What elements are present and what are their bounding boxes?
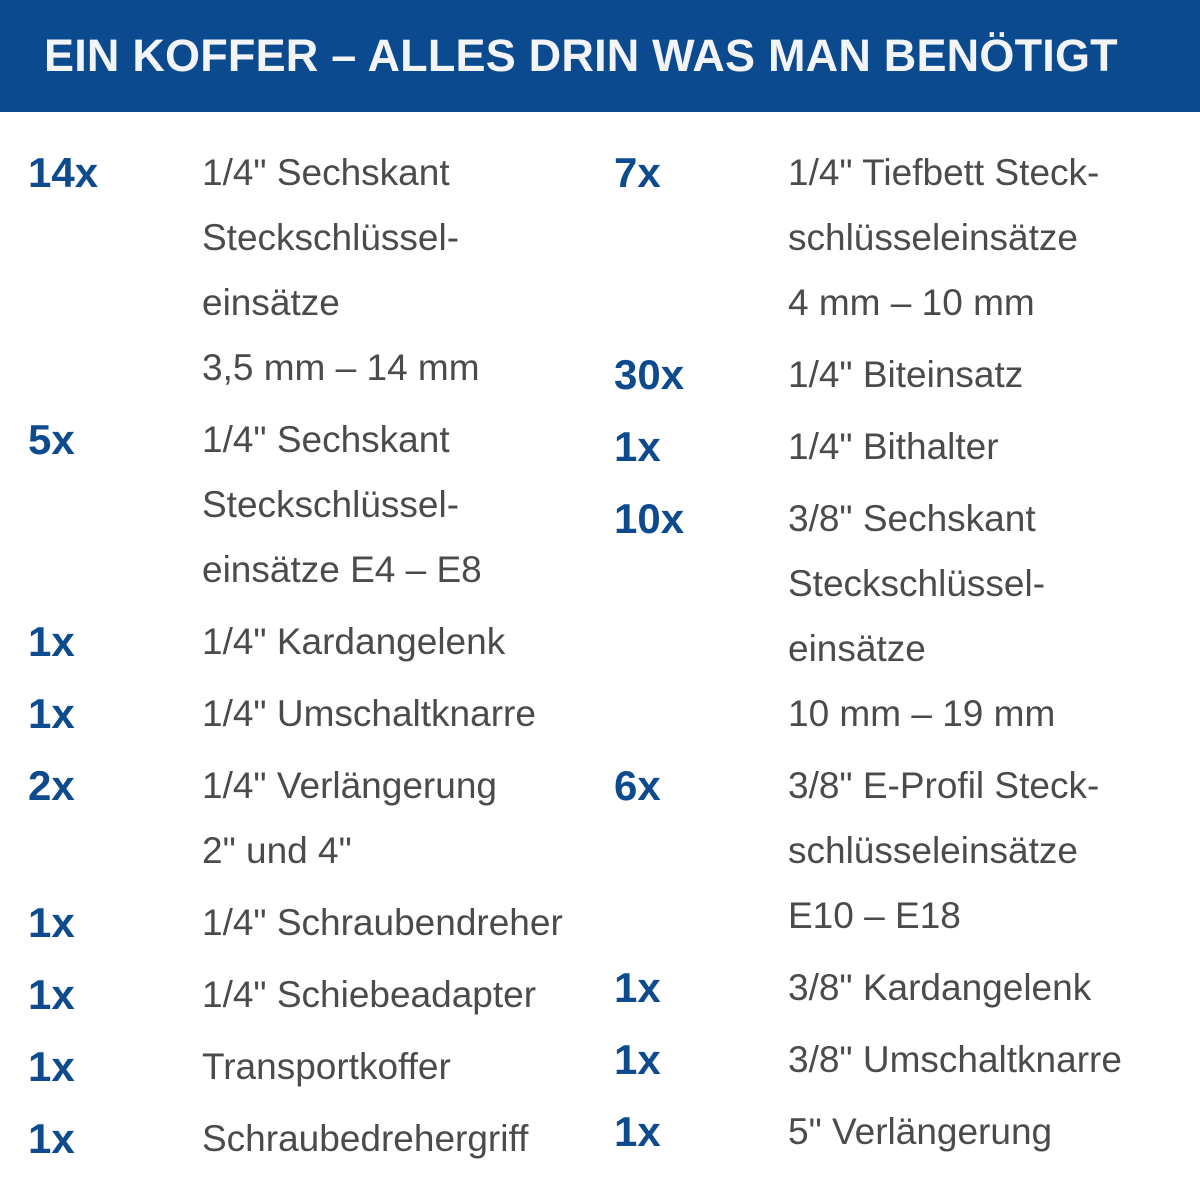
- quantity: 1x: [614, 423, 661, 470]
- description-line: Schraubedrehergriff: [202, 1118, 529, 1159]
- description-line: 5" Verlängerung: [788, 1111, 1053, 1152]
- description-line: einsätze E4 – E8: [202, 549, 482, 590]
- description-line: 1/4" Schraubendreher: [202, 902, 563, 943]
- description-line: 1/4" Schiebeadapter: [202, 974, 537, 1015]
- quantity: 1x: [28, 1115, 75, 1162]
- description: 3/8" Kardangelenk: [788, 955, 1091, 1020]
- description: 3/8" E-Profil Steck-schlüsseleinsätze E10…: [788, 753, 1099, 948]
- description: Transportkoffer: [202, 1034, 451, 1099]
- description-line: 1/4" Tiefbett Steck-: [788, 152, 1100, 193]
- description-line: 1/4" Kardangelenk: [202, 621, 506, 662]
- description: 5" Verlängerung: [788, 1099, 1052, 1164]
- quantity: 10x: [614, 495, 685, 542]
- description-line: E10 – E18: [788, 895, 961, 936]
- description: 1/4" Umschaltknarre: [202, 681, 536, 746]
- description: 1/4" Kardangelenk: [202, 609, 505, 674]
- description-line: 3/8" Sechskant: [788, 498, 1036, 539]
- quantity: 30x: [614, 351, 685, 398]
- quantity: 6x: [614, 762, 661, 809]
- description-line: 10 mm – 19 mm: [788, 693, 1056, 734]
- description-line: einsätze: [788, 628, 926, 669]
- description-line: 1/4" Sechskant: [202, 419, 450, 460]
- description: 1/4" Biteinsatz: [788, 342, 1023, 407]
- description-line: 1/4" Biteinsatz: [788, 354, 1024, 395]
- quantity: 1x: [614, 1036, 661, 1083]
- quantity: 1x: [614, 1108, 661, 1155]
- description-line: einsätze: [202, 282, 340, 323]
- quantity: 1x: [28, 618, 75, 665]
- description: 1/4" Bithalter: [788, 414, 999, 479]
- quantity: 1x: [614, 964, 661, 1011]
- quantity: 1x: [28, 971, 75, 1018]
- description: Schraubedrehergriff: [202, 1106, 528, 1171]
- description-line: 1/4" Umschaltknarre: [202, 693, 536, 734]
- quantity: 1x: [28, 899, 75, 946]
- description-line: 1/4" Bithalter: [788, 426, 999, 467]
- quantity: 14x: [28, 149, 99, 196]
- description-line: 1/4" Sechskant: [202, 152, 450, 193]
- quantity: 5x: [28, 416, 75, 463]
- header: EIN KOFFER – ALLES DRIN WAS MAN BENÖTIGT: [0, 0, 1200, 112]
- description: 3/8" Umschaltknarre: [788, 1027, 1122, 1092]
- quantity: 7x: [614, 149, 661, 196]
- title: EIN KOFFER – ALLES DRIN WAS MAN BENÖTIGT: [44, 30, 1118, 81]
- description-line: schlüsseleinsätze: [788, 830, 1078, 871]
- description: 3/8" Sechskant Steckschlüssel-einsätze 10 …: [788, 486, 1055, 746]
- description: 1/4" Tiefbett Steck-schlüsseleinsätze 4 m…: [788, 140, 1099, 335]
- description: 1/4" Verlängerung 2" und 4": [202, 753, 497, 883]
- description-line: 2" und 4": [202, 830, 352, 871]
- quantity: 1x: [28, 1043, 75, 1090]
- description: 1/4" Schiebeadapter: [202, 962, 536, 1027]
- quantity: 2x: [28, 762, 75, 809]
- description-line: 3/8" Kardangelenk: [788, 967, 1092, 1008]
- description-line: Steckschlüssel-: [788, 563, 1046, 604]
- description-line: Transportkoffer: [202, 1046, 451, 1087]
- description: 1/4" Sechskant Steckschlüssel-einsätze 3,5…: [202, 140, 480, 400]
- description: 1/4" Sechskant Steckschlüssel-einsätze E4…: [202, 407, 482, 602]
- description-line: Steckschlüssel-: [202, 484, 460, 525]
- quantity: 1x: [28, 690, 75, 737]
- description-line: 3,5 mm – 14 mm: [202, 347, 480, 388]
- description: 1/4" Schraubendreher: [202, 890, 563, 955]
- description-line: Steckschlüssel-: [202, 217, 460, 258]
- description-line: 3/8" E-Profil Steck-: [788, 765, 1100, 806]
- description-line: 3/8" Umschaltknarre: [788, 1039, 1122, 1080]
- description-line: schlüsseleinsätze: [788, 217, 1078, 258]
- description-line: 4 mm – 10 mm: [788, 282, 1035, 323]
- description-line: 1/4" Verlängerung: [202, 765, 497, 806]
